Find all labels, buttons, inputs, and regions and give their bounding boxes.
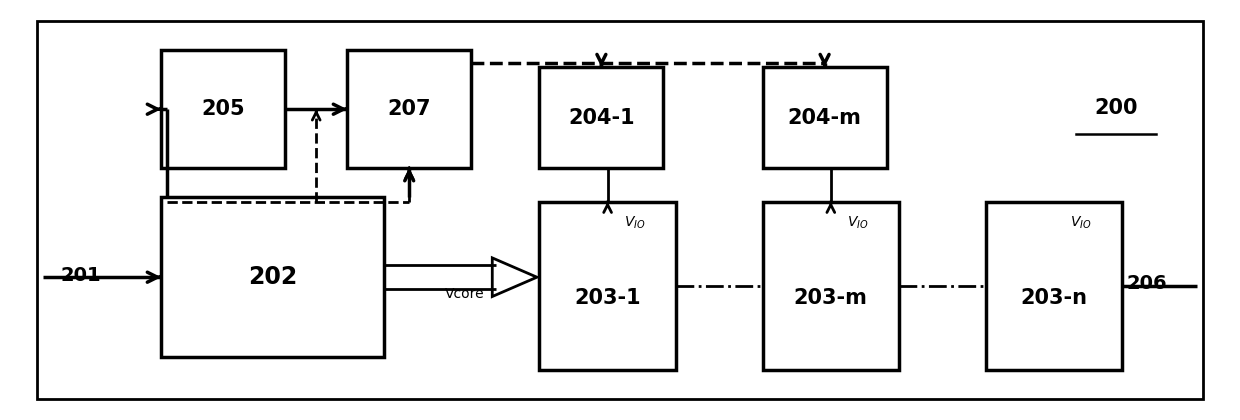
Bar (161, 50, 285, 168)
Text: 201: 201 (61, 265, 100, 285)
Text: 200: 200 (1094, 97, 1138, 118)
Text: 204-m: 204-m (787, 108, 862, 128)
Bar (763, 67, 887, 168)
Text: 207: 207 (387, 99, 432, 119)
Text: 202: 202 (248, 265, 298, 289)
Bar (539, 202, 676, 370)
Bar (161, 197, 384, 357)
Text: 204-1: 204-1 (568, 108, 635, 128)
Text: $V_{IO}$: $V_{IO}$ (624, 214, 646, 231)
Text: 203-1: 203-1 (574, 288, 641, 308)
Text: 205: 205 (201, 99, 246, 119)
Bar (986, 202, 1122, 370)
Text: 203-m: 203-m (794, 288, 868, 308)
Text: $V_{IO}$: $V_{IO}$ (847, 214, 869, 231)
Text: $V_{IO}$: $V_{IO}$ (1070, 214, 1092, 231)
Text: 203-n: 203-n (1021, 288, 1087, 308)
Text: Vcore: Vcore (445, 287, 485, 301)
Text: 206: 206 (1127, 274, 1167, 293)
Bar (763, 202, 899, 370)
Bar (347, 50, 471, 168)
Bar (539, 67, 663, 168)
